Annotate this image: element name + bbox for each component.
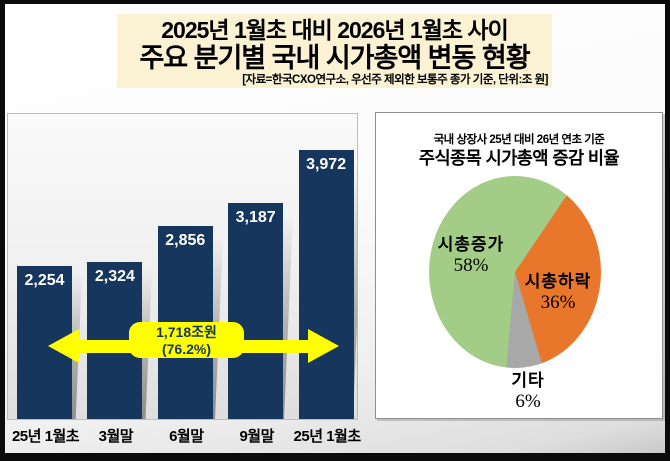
slice-percent: 58% <box>453 255 489 276</box>
title-band: 2025년 1월초 대비 2026년 1월초 사이 주요 분기별 국내 시가총액… <box>117 14 552 88</box>
page-content: 2025년 1월초 대비 2026년 1월초 사이 주요 분기별 국내 시가총액… <box>5 4 665 453</box>
bar-value-label: 2,254 <box>24 272 65 289</box>
pie-slice-label-increase: 시총증가 58% <box>438 230 505 276</box>
x-axis-label: 25년 1월초 <box>11 428 80 445</box>
x-axis-label: 3월말 <box>98 428 134 445</box>
pie-chart-panel: 국내 상장사 25년 대비 26년 연초 기준 주식종목 시가총액 증감 비율 … <box>375 112 663 419</box>
pie-slice-label-decrease: 시총하락 36% <box>525 267 592 313</box>
bar-3: 3,187 <box>228 203 284 419</box>
pie-title-line1: 국내 상장사 25년 대비 26년 연초 기준 <box>433 134 605 146</box>
arrow-right-head-icon <box>308 329 339 363</box>
bar-value-label: 2,856 <box>165 232 206 249</box>
slice-name: 시총증가 <box>437 235 505 254</box>
x-axis-label: 25년 1월초 <box>293 428 362 445</box>
slice-percent: 6% <box>515 391 541 412</box>
bar-value-label: 3,972 <box>306 156 347 173</box>
bar-chart-panel: 1,718조원 (76.2%) 2,254 2,324 2,856 3,187 3,97… <box>7 113 358 420</box>
x-axis-label: 6월말 <box>169 428 204 445</box>
bar-value-label: 3,187 <box>235 209 276 226</box>
slice-percent: 36% <box>540 292 576 313</box>
pie-slice-label-other: 기타 6% <box>511 366 544 412</box>
bar-chart-axis-row: 25년 1월초 3월말 6월말 9월말 25년 1월초 <box>7 422 361 446</box>
change-amount: 1,718조원 <box>156 324 217 340</box>
page-title-line2: 주요 분기별 국내 시가총액 변동 현황 <box>139 43 530 73</box>
pie-graphic <box>429 176 601 368</box>
page-title-line1: 2025년 1월초 대비 2026년 1월초 사이 <box>161 17 508 43</box>
x-axis-label: 9월말 <box>239 428 274 445</box>
bar-4: 3,972 <box>298 150 354 419</box>
source-note: [자료=한국CXO연구소, 우선주 제외한 보통주 종가 기준, 단위:조 원] <box>242 74 548 86</box>
slice-name: 기타 <box>511 371 545 390</box>
arrow-left-head-icon <box>48 329 79 363</box>
change-annotation: 1,718조원 (76.2%) <box>129 322 244 358</box>
pie-title-line2: 주식종목 시가총액 증감 비율 <box>418 148 620 168</box>
change-percent: (76.2%) <box>161 341 212 357</box>
slice-name: 시총하락 <box>524 272 592 291</box>
bar-value-label: 2,324 <box>94 268 135 285</box>
